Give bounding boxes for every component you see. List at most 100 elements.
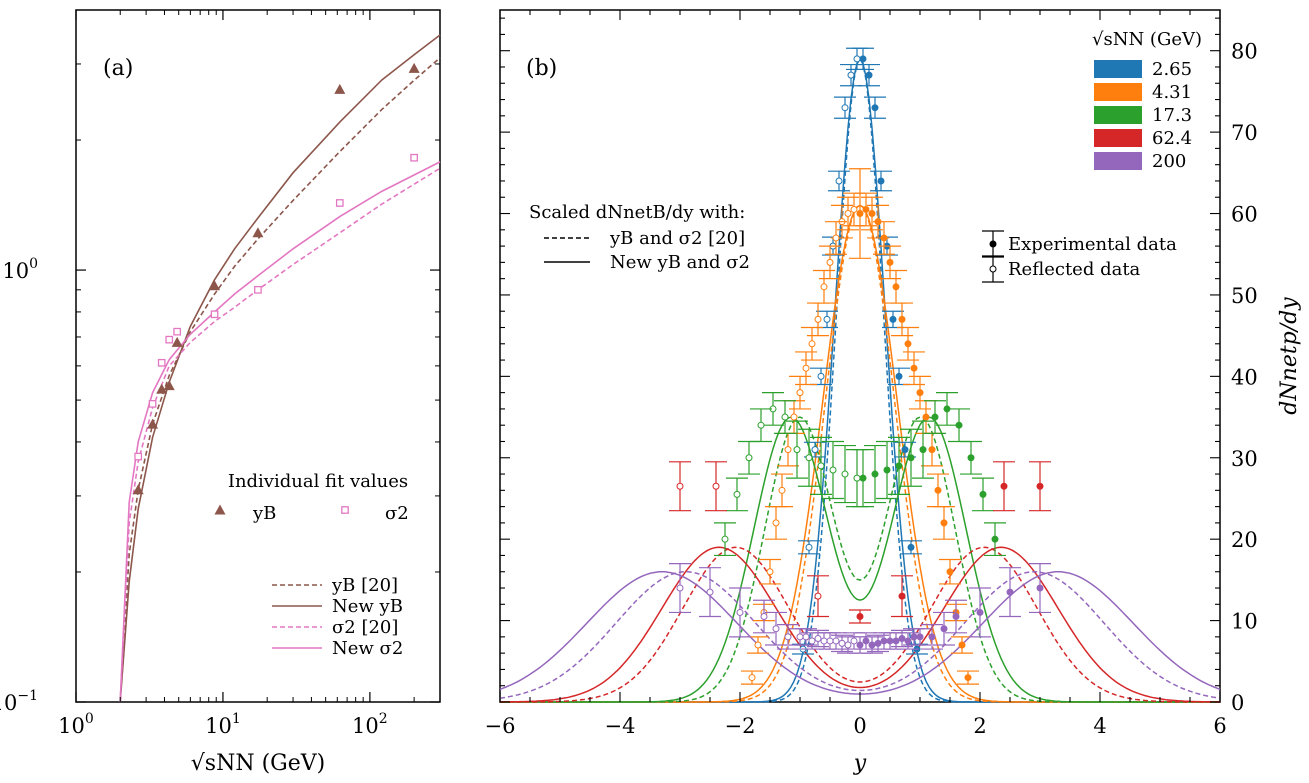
sigma2-marker	[210, 310, 219, 319]
experimental-point	[898, 592, 906, 600]
x-tick-base: 10	[352, 714, 379, 738]
x-tick-exp: 2	[379, 711, 388, 727]
sigma2-marker	[410, 153, 418, 162]
experimental-point	[1036, 584, 1044, 592]
legend-label-yb: yB	[252, 503, 276, 524]
reflected-point	[853, 55, 861, 63]
x-tick-label: −6	[485, 714, 516, 738]
reflected-point	[808, 340, 816, 348]
panel-a-frame	[75, 9, 441, 703]
experimental-point	[1000, 482, 1008, 490]
reflected-point	[805, 454, 813, 462]
experimental-point	[904, 637, 912, 645]
x-tick-exp: 1	[232, 711, 241, 727]
panel-a-legend: Individual fit values yB σ2 yB [20]New yBσ2…	[214, 471, 409, 659]
experimental-point	[865, 71, 873, 79]
experimental-point	[877, 177, 885, 185]
experimental-point	[859, 474, 867, 482]
panel-a-markers	[132, 62, 420, 495]
sigma2-marker	[134, 452, 143, 461]
experimental-point	[946, 568, 954, 576]
y-tick-label: 10	[1231, 610, 1258, 634]
energy-label-17.3: 17.3	[1152, 105, 1192, 126]
reflected-point	[814, 634, 822, 642]
y-tick-exp: 0	[29, 256, 38, 272]
reflected-point	[832, 637, 840, 645]
panel-b-frame	[499, 9, 1221, 703]
experimental-point	[922, 413, 930, 421]
reflected-point	[676, 584, 684, 592]
panel-b-label: (b)	[526, 56, 557, 81]
experimental-point	[886, 258, 894, 266]
marker-legend-label-1: Reflected data	[1008, 259, 1141, 280]
energy-swatch-17.3	[1094, 106, 1142, 124]
reflected-point	[844, 210, 852, 218]
reflected-point	[721, 535, 729, 543]
legend-marker-yb	[214, 504, 226, 515]
marker-legend-symbol-1	[989, 265, 997, 273]
x-tick-label: 100	[58, 711, 94, 738]
experimental-point	[901, 446, 909, 454]
legend-line-label-2: σ2 [20]	[332, 617, 398, 638]
energy-swatch-62.4	[1094, 129, 1142, 147]
reflected-point	[745, 454, 753, 462]
curve-0	[119, 57, 441, 703]
yb-marker	[163, 380, 175, 391]
x-tick-label: 102	[352, 711, 388, 738]
series-62.4-new-curve	[500, 546, 1220, 703]
reflected-point	[781, 413, 789, 421]
x-tick-label: 2	[973, 714, 986, 738]
reflected-point	[760, 613, 768, 621]
x-tick-label: −2	[725, 714, 756, 738]
y-tick-label: 70	[1231, 121, 1258, 145]
yb-marker	[408, 62, 420, 73]
experimental-point	[886, 637, 894, 645]
experimental-point	[898, 315, 906, 323]
marker-legend-symbol-0	[989, 240, 997, 248]
style-legend-label-1: New yB and σ2	[610, 252, 750, 273]
experimental-point	[898, 634, 906, 642]
experimental-point	[916, 633, 924, 641]
reflected-point	[817, 372, 825, 380]
curve-2	[119, 167, 441, 703]
reflected-point	[766, 568, 774, 576]
reflected-point	[778, 486, 786, 494]
experimental-point	[931, 413, 939, 421]
x-tick-label: 101	[205, 711, 241, 738]
experimental-point	[976, 608, 984, 616]
y-tick-base: 10	[0, 691, 17, 715]
reflected-point	[805, 543, 813, 551]
experimental-point	[868, 641, 876, 649]
reflected-point	[823, 315, 831, 323]
sigma2-marker	[173, 327, 182, 336]
experimental-point	[892, 283, 900, 291]
experimental-point	[895, 462, 903, 470]
reflected-point	[772, 519, 780, 527]
reflected-point	[733, 490, 741, 498]
curve-3	[119, 161, 441, 703]
reflected-point	[829, 466, 837, 474]
experimental-point	[859, 55, 867, 63]
energy-label-4.31: 4.31	[1152, 82, 1192, 103]
experimental-point	[862, 637, 870, 645]
experimental-point	[934, 486, 942, 494]
sigma2-marker	[254, 285, 262, 294]
experimental-point	[955, 421, 963, 429]
reflected-point	[826, 258, 834, 266]
panel-a-x-axis-title: √sNN (GeV)	[191, 751, 325, 776]
experimental-point	[940, 519, 948, 527]
experimental-point	[862, 205, 870, 213]
y-tick-label: 30	[1231, 447, 1258, 471]
reflected-point	[850, 637, 858, 645]
x-tick-exp: 0	[85, 711, 94, 727]
reflected-point	[706, 588, 714, 596]
y-tick-label: 100	[2, 256, 38, 283]
legend-marker-sigma2	[341, 506, 349, 514]
y-tick-label: 10−1	[0, 688, 38, 715]
yb-marker	[209, 280, 221, 291]
y-tick-label: 60	[1231, 203, 1258, 227]
yb-marker	[171, 336, 183, 347]
